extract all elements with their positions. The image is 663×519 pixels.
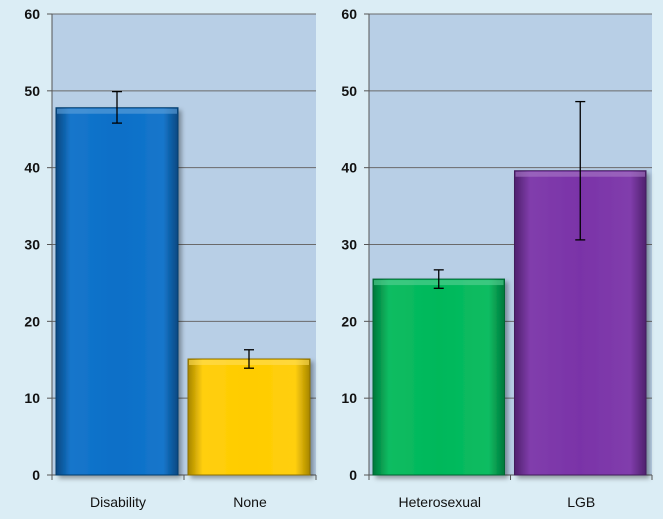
chart-panel-1: 0 10 20 30 40 50 60 Disability None <box>24 6 317 510</box>
y-tick-label: 40 <box>24 160 40 176</box>
x-category-label: Heterosexual <box>399 494 482 510</box>
x-category-label: Disability <box>90 494 146 510</box>
x-category-label: None <box>233 494 267 510</box>
y-tick-label: 30 <box>24 237 40 253</box>
y-tick-label: 60 <box>24 6 40 22</box>
y-tick-label: 30 <box>341 237 357 253</box>
y-tick-label: 10 <box>341 390 357 406</box>
bar-heterosexual <box>372 278 505 476</box>
y-tick-label: 0 <box>349 467 357 483</box>
y-tick-label: 10 <box>24 390 40 406</box>
chart-panel-2: 0 10 20 30 40 50 60 Heterosexual LGB <box>341 6 653 510</box>
y-tick-label: 50 <box>341 83 357 99</box>
y-tick-label: 20 <box>341 313 357 329</box>
y-tick-label: 40 <box>341 160 357 176</box>
y-tick-label: 50 <box>24 83 40 99</box>
y-tick-label: 60 <box>341 6 357 22</box>
bar-none <box>187 358 311 476</box>
y-tick-label: 20 <box>24 313 40 329</box>
bar-disability <box>55 107 179 476</box>
y-tick-label: 0 <box>32 467 40 483</box>
x-category-label: LGB <box>567 494 595 510</box>
